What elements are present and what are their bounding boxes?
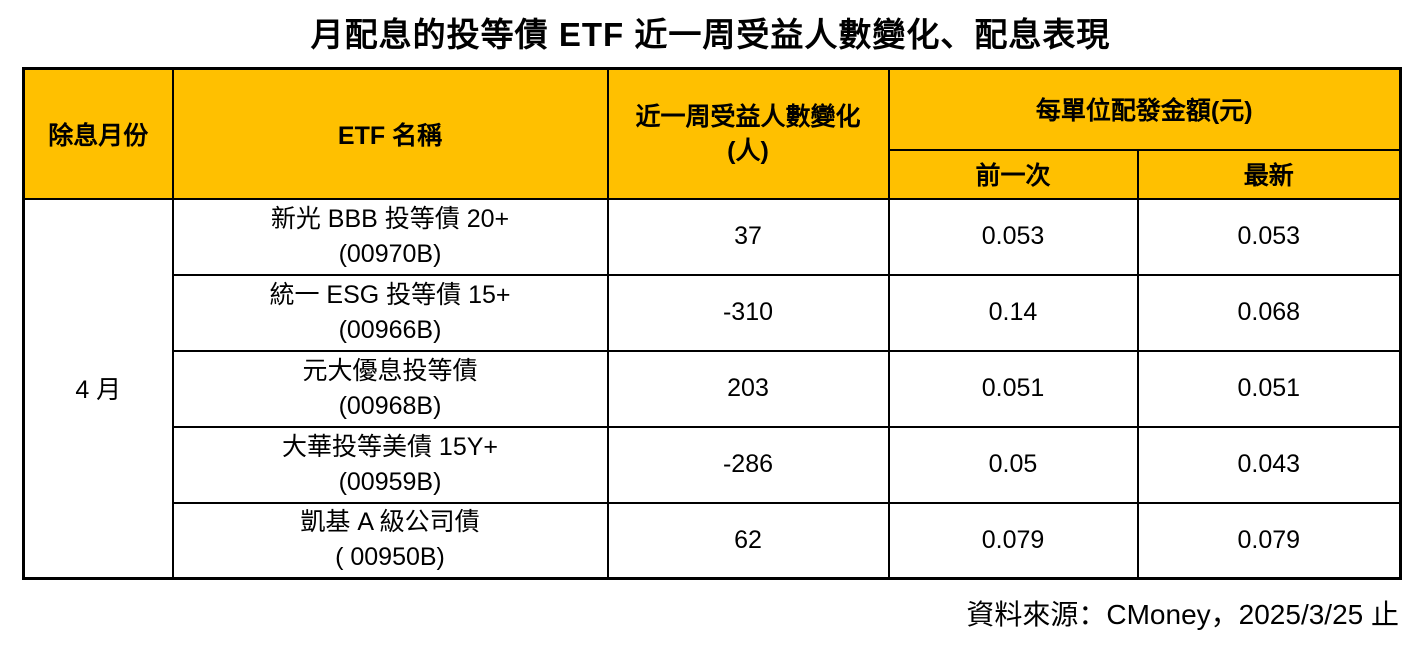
table-row: 凱基 A 級公司債 ( 00950B) 62 0.079 0.079: [24, 501, 1402, 580]
etf-code: ( 00950B): [335, 543, 445, 572]
etf-name: 大華投等美債 15Y+: [281, 432, 499, 461]
previous-dividend-cell: 0.14: [887, 273, 1139, 352]
header-etf-name: ETF 名稱: [171, 67, 609, 200]
weekly-change-cell: 203: [606, 349, 890, 428]
latest-dividend-cell: 0.053: [1136, 197, 1402, 276]
previous-dividend-cell: 0.051: [887, 349, 1139, 428]
previous-dividend-cell: 0.079: [887, 501, 1139, 580]
header-weekly-change-line2: (人): [727, 136, 769, 165]
table-body: 4 月 新光 BBB 投等債 20+ (00970B) 37 0.053 0.0…: [22, 197, 1402, 580]
etf-name-cell: 凱基 A 級公司債 ( 00950B): [171, 501, 609, 580]
header-previous: 前一次: [887, 148, 1139, 200]
weekly-change-cell: -286: [606, 425, 890, 504]
etf-name: 元大優息投等債: [302, 356, 478, 385]
page-title: 月配息的投等債 ETF 近一周受益人數變化、配息表現: [310, 16, 1111, 53]
table-row: 大華投等美債 15Y+ (00959B) -286 0.05 0.043: [24, 425, 1402, 504]
etf-name: 新光 BBB 投等債 20+: [270, 204, 510, 233]
etf-name-cell: 新光 BBB 投等債 20+ (00970B): [171, 197, 609, 276]
latest-dividend-cell: 0.051: [1136, 349, 1402, 428]
etf-name: 統一 ESG 投等債 15+: [269, 280, 511, 309]
etf-name: 凱基 A 級公司債: [300, 508, 480, 537]
table-row: 4 月 新光 BBB 投等債 20+ (00970B) 37 0.053 0.0…: [22, 197, 1402, 580]
header-weekly-change-line1: 近一周受益人數變化: [635, 102, 861, 131]
etf-name-cell: 大華投等美債 15Y+ (00959B): [171, 425, 609, 504]
etf-name-cell: 元大優息投等債 (00968B): [171, 349, 609, 428]
header-dividend-group: 每單位配發金額(元): [887, 67, 1402, 151]
etf-name-cell: 統一 ESG 投等債 15+ (00966B): [171, 273, 609, 352]
table-row: 元大優息投等債 (00968B) 203 0.051 0.051: [24, 349, 1402, 428]
header-month: 除息月份: [22, 67, 174, 200]
table-header: 除息月份 ETF 名稱 近一周受益人數變化 (人) 每單位配發金額(元) 前一次…: [22, 67, 1402, 200]
month-cell: 4 月: [22, 197, 174, 580]
header-weekly-change: 近一周受益人數變化 (人): [606, 67, 890, 200]
etf-code: (00970B): [338, 239, 442, 268]
previous-dividend-cell: 0.05: [887, 425, 1139, 504]
weekly-change-cell: 62: [606, 501, 890, 580]
etf-dividend-table: 除息月份 ETF 名稱 近一周受益人數變化 (人) 每單位配發金額(元) 前一次…: [22, 67, 1402, 580]
etf-code: (00959B): [338, 467, 442, 496]
source-note: 資料來源：CMoney，2025/3/25 止: [966, 599, 1399, 630]
latest-dividend-cell: 0.068: [1136, 273, 1402, 352]
latest-dividend-cell: 0.079: [1136, 501, 1402, 580]
header-latest: 最新: [1136, 148, 1402, 200]
etf-code: (00968B): [338, 391, 442, 420]
table-row: 統一 ESG 投等債 15+ (00966B) -310 0.14 0.068: [24, 273, 1402, 352]
weekly-change-cell: 37: [606, 197, 890, 276]
etf-code: (00966B): [338, 315, 442, 344]
weekly-change-cell: -310: [606, 273, 890, 352]
latest-dividend-cell: 0.043: [1136, 425, 1402, 504]
previous-dividend-cell: 0.053: [887, 197, 1139, 276]
